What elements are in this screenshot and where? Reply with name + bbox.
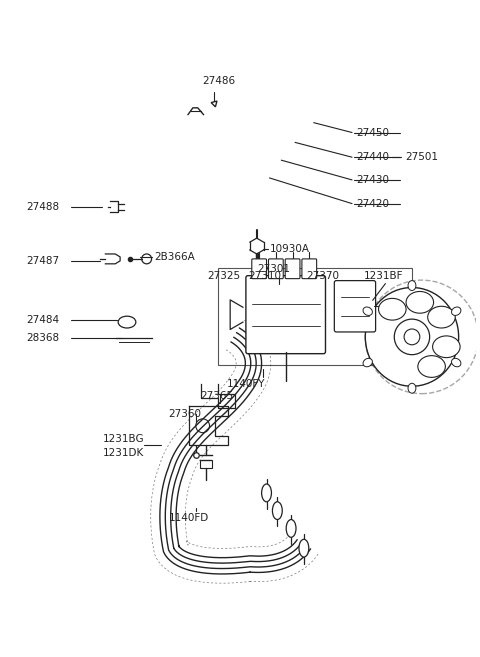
FancyBboxPatch shape: [335, 281, 376, 332]
FancyBboxPatch shape: [252, 259, 266, 279]
Ellipse shape: [432, 336, 460, 357]
FancyBboxPatch shape: [268, 259, 283, 279]
Text: 27488: 27488: [26, 202, 59, 212]
Ellipse shape: [363, 358, 372, 367]
Ellipse shape: [418, 355, 445, 377]
Ellipse shape: [379, 298, 406, 320]
Text: 1231DK: 1231DK: [102, 448, 144, 459]
Text: 27501: 27501: [405, 152, 438, 162]
Text: 27484: 27484: [26, 315, 59, 325]
Text: 2B366A: 2B366A: [155, 252, 195, 262]
Text: 27440: 27440: [356, 152, 389, 162]
Ellipse shape: [408, 383, 416, 393]
Text: 1231BF: 1231BF: [364, 271, 403, 281]
Bar: [200, 461, 212, 468]
Ellipse shape: [118, 316, 136, 328]
Text: 27365: 27365: [201, 391, 234, 401]
Text: 27430: 27430: [356, 175, 389, 185]
Ellipse shape: [428, 306, 455, 328]
FancyBboxPatch shape: [302, 259, 317, 279]
Text: 10930A: 10930A: [269, 244, 310, 254]
Ellipse shape: [365, 288, 458, 386]
Text: 27310: 27310: [248, 271, 281, 281]
Text: 27370: 27370: [306, 271, 339, 281]
Ellipse shape: [452, 307, 461, 315]
Text: 1140FD: 1140FD: [169, 512, 209, 522]
Text: 27360: 27360: [168, 409, 201, 419]
Text: 27450: 27450: [356, 127, 389, 137]
Text: 1140FY: 1140FY: [227, 379, 266, 390]
Text: 27420: 27420: [356, 198, 389, 209]
Ellipse shape: [408, 281, 416, 290]
Ellipse shape: [262, 484, 272, 502]
Text: 27487: 27487: [26, 256, 59, 266]
FancyBboxPatch shape: [285, 259, 300, 279]
Ellipse shape: [273, 502, 282, 520]
Ellipse shape: [406, 292, 433, 313]
Ellipse shape: [286, 520, 296, 537]
Text: 1231BG: 1231BG: [102, 434, 144, 443]
Text: 27301: 27301: [258, 263, 291, 274]
Text: 27486: 27486: [203, 76, 236, 86]
Ellipse shape: [452, 358, 461, 367]
FancyBboxPatch shape: [246, 276, 325, 353]
Text: 27325: 27325: [207, 271, 240, 281]
Bar: [218, 268, 412, 365]
Ellipse shape: [299, 539, 309, 557]
Text: 28368: 28368: [26, 333, 59, 343]
Ellipse shape: [363, 307, 372, 315]
